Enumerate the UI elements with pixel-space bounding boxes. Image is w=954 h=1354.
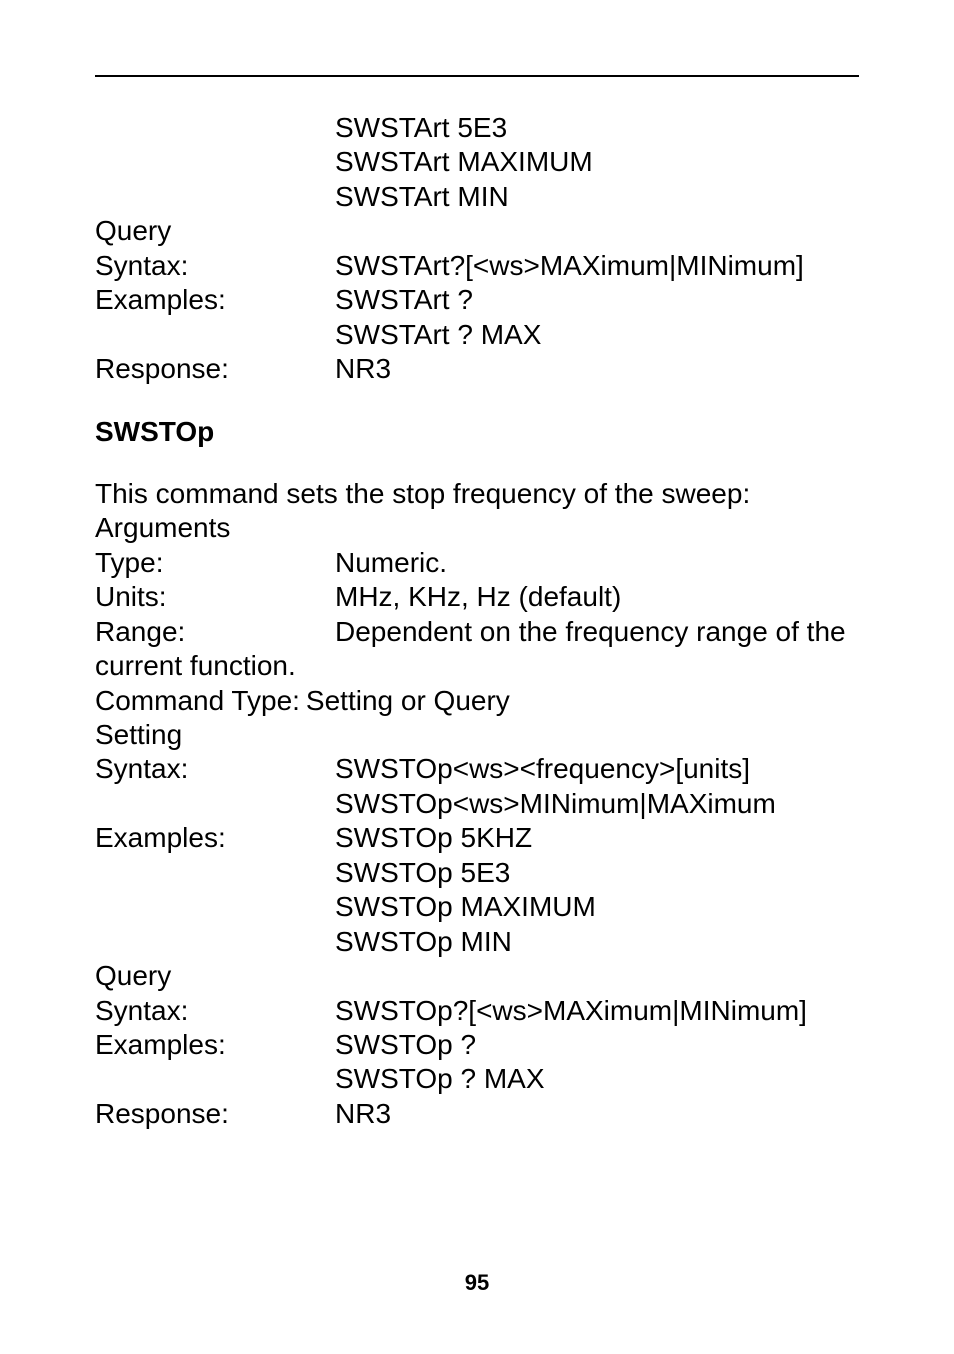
row-value: SWSTArt?[<ws>MAXimum|MINimum]	[335, 249, 859, 283]
code-line: SWSTArt ? MAX	[95, 318, 859, 352]
row-value: Dependent on the frequency range of the	[335, 615, 859, 649]
row-value: Numeric.	[335, 546, 859, 580]
row-label: Query	[95, 959, 335, 993]
row-label: Examples:	[95, 283, 335, 317]
code-line: SWSTArt MAXIMUM	[95, 145, 859, 179]
definition-row: Response: NR3	[95, 352, 859, 386]
code-line: SWSTOp MIN	[95, 925, 859, 959]
definition-row: Response: NR3	[95, 1097, 859, 1131]
arguments-label: Arguments	[95, 511, 859, 545]
definition-row: Units: MHz, KHz, Hz (default)	[95, 580, 859, 614]
page-number: 95	[0, 1270, 954, 1296]
definition-row: Type: Numeric.	[95, 546, 859, 580]
row-label: Syntax:	[95, 994, 335, 1028]
row-label: Examples:	[95, 821, 335, 855]
code-line: SWSTArt 5E3	[95, 111, 859, 145]
row-value: MHz, KHz, Hz (default)	[335, 580, 859, 614]
row-label: Command Type:	[95, 684, 300, 718]
definition-row: Range: Dependent on the frequency range …	[95, 615, 859, 649]
definition-row: Syntax: SWSTOp<ws><frequency>[units]	[95, 752, 859, 786]
code-line: SWSTArt MIN	[95, 180, 859, 214]
row-label: Response:	[95, 352, 335, 386]
definition-row: Examples: SWSTOp ?	[95, 1028, 859, 1062]
document-body: SWSTArt 5E3 SWSTArt MAXIMUM SWSTArt MIN …	[95, 111, 859, 1131]
definition-row: Examples: SWSTOp 5KHZ	[95, 821, 859, 855]
row-label: Query	[95, 214, 335, 248]
row-value: Setting or Query	[306, 684, 510, 718]
code-line: SWSTOp 5E3	[95, 856, 859, 890]
row-value: SWSTOp?[<ws>MAXimum|MINimum]	[335, 994, 859, 1028]
definition-row: Syntax: SWSTArt?[<ws>MAXimum|MINimum]	[95, 249, 859, 283]
row-value: SWSTOp ?	[335, 1028, 859, 1062]
row-label: Syntax:	[95, 249, 335, 283]
code-line: SWSTOp ? MAX	[95, 1062, 859, 1096]
row-value: SWSTArt ?	[335, 283, 859, 317]
row-value: SWSTOp<ws><frequency>[units]	[335, 752, 859, 786]
row-value: SWSTOp 5KHZ	[335, 821, 859, 855]
row-value: NR3	[335, 1097, 859, 1131]
row-value	[335, 959, 859, 993]
command-type-row: Command Type: Setting or Query	[95, 684, 859, 718]
definition-row: Syntax: SWSTOp?[<ws>MAXimum|MINimum]	[95, 994, 859, 1028]
row-label: Range:	[95, 615, 335, 649]
code-line: SWSTOp<ws>MINimum|MAXimum	[95, 787, 859, 821]
setting-label: Setting	[95, 718, 859, 752]
row-value: NR3	[335, 352, 859, 386]
row-label: Units:	[95, 580, 335, 614]
code-line: SWSTOp MAXIMUM	[95, 890, 859, 924]
row-label: Response:	[95, 1097, 335, 1131]
row-value	[335, 214, 859, 248]
divider-top	[95, 75, 859, 77]
range-continuation: current function.	[95, 649, 859, 683]
section-heading: SWSTOp	[95, 415, 859, 449]
intro-text: This command sets the stop frequency of …	[95, 477, 859, 511]
row-label: Examples:	[95, 1028, 335, 1062]
row-label: Syntax:	[95, 752, 335, 786]
definition-row: Query	[95, 214, 859, 248]
row-label: Type:	[95, 546, 335, 580]
definition-row: Query	[95, 959, 859, 993]
definition-row: Examples: SWSTArt ?	[95, 283, 859, 317]
